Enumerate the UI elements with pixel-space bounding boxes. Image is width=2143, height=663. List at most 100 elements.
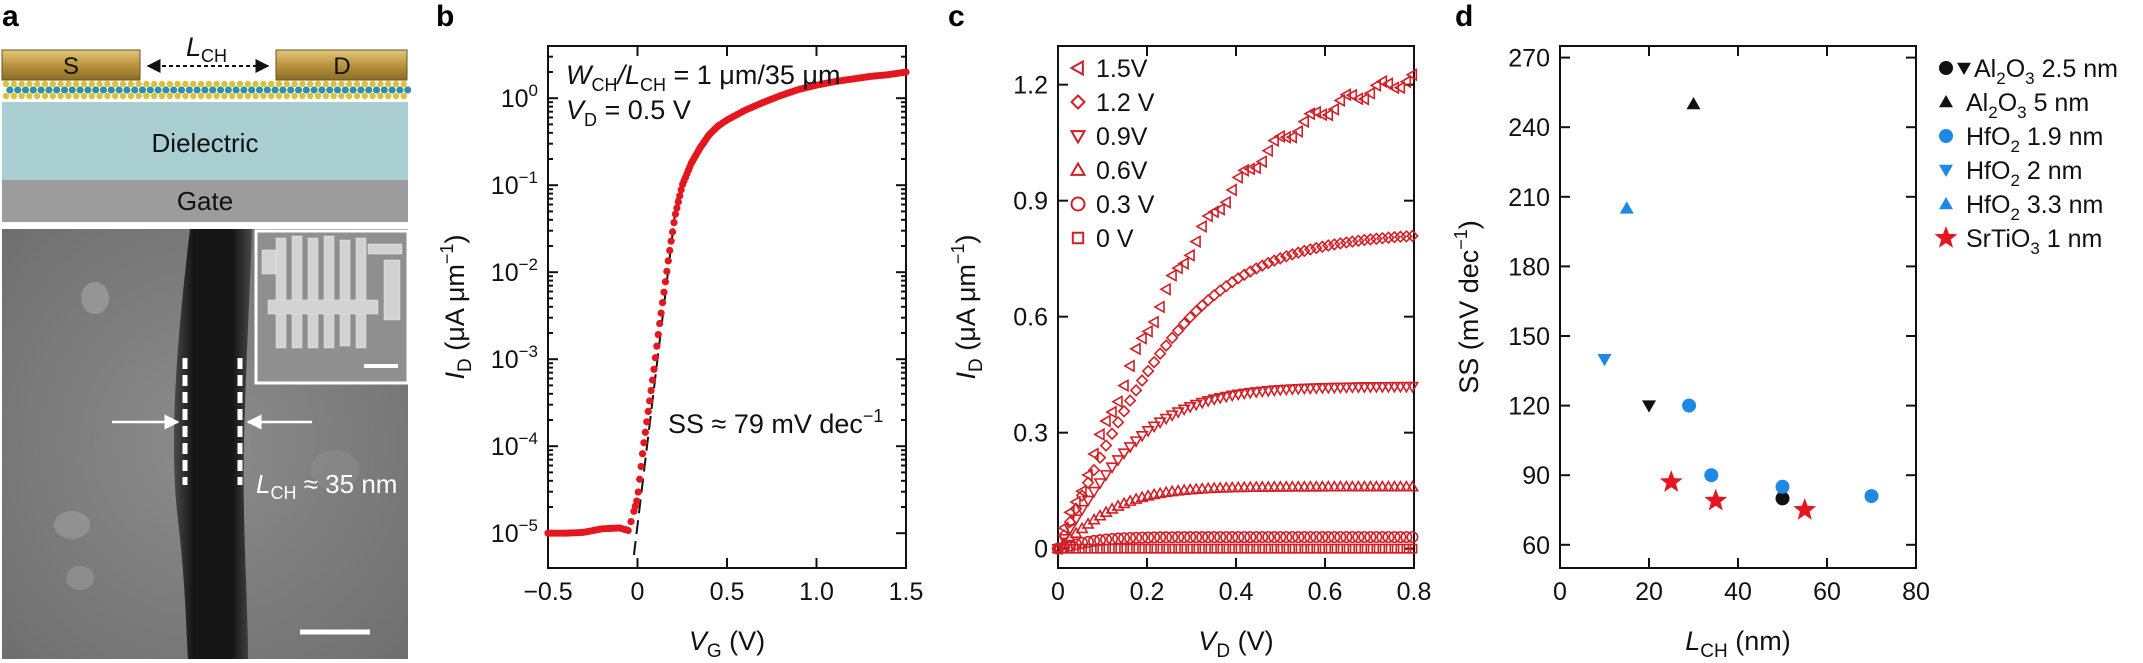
output-data-point [1111,455,1125,467]
output-data-point [1387,81,1400,95]
sulfur-atom [190,80,197,88]
ss-data-point [1642,400,1656,413]
output-data-point [1250,531,1263,544]
output-data-point [1244,531,1257,544]
sulfur-atom [80,92,88,100]
sulfur-atom [244,80,251,88]
y-tick-label: 100 [501,81,538,113]
sulfur-atom [369,80,376,88]
output-data-point [1370,531,1383,544]
output-data-point [1334,237,1347,250]
output-data-point [1273,252,1287,265]
sulfur-atom [322,80,329,88]
x-tick-label: 0 [1051,578,1065,606]
sulfur-atom [221,80,228,88]
sulfur-atom [119,80,127,88]
output-data-point [1125,543,1136,554]
output-data-point [1081,476,1095,490]
output-data-point [1382,231,1395,244]
panel-c-legend: 1.5V 1.2 V 0.9V 0.6V 0.3 V 0 V [1069,55,1155,253]
transfer-data-point [638,450,647,458]
sulfur-atom [283,80,290,88]
output-data-point [1208,531,1221,544]
output-data-point [1263,543,1274,554]
output-data-point [1142,531,1155,544]
output-data-point [1197,543,1208,554]
sulfur-atom [353,80,361,88]
metal-atom [6,86,14,94]
output-data-point [1358,233,1371,247]
metal-atom [162,86,170,94]
metal-atom [84,86,92,94]
panel-b-data-points [544,68,910,537]
output-data-point [1172,531,1185,544]
transfer-data-point [666,246,674,255]
metal-atom [170,86,178,94]
sulfur-atom [322,92,329,100]
legend-marker [1957,62,1971,75]
legend-marker [1939,95,1953,108]
output-data-point [1189,304,1203,318]
output-data-point [1191,543,1202,554]
output-data-point [1399,75,1412,89]
drain-label: D [333,53,350,80]
output-data-point [1233,543,1244,554]
annotation-vd: VD = 0.5 V [566,95,691,130]
metal-atom [68,86,76,94]
output-data-point [1118,532,1131,545]
output-data-point [1281,543,1292,554]
output-data-point [1315,108,1328,122]
ss-data-point [1864,489,1879,504]
output-data-point [1297,115,1310,129]
transfer-data-point [646,397,654,405]
gate-layer [2,180,408,222]
panel-c-output-chart: 0 0.2 0.4 0.6 0.8 0 0.3 0.6 0.9 1.2 1.5V 1.2 V 0.9V… [948,45,1431,662]
metal-atom [287,86,295,94]
panel-a-schematic: S D LCH Dielectric Gate [1,32,412,222]
output-data-point [1243,265,1257,278]
transfer-data-point [676,192,684,200]
sulfur-atom [236,80,244,88]
output-data-point [1285,248,1299,261]
output-data-point [1141,364,1155,378]
x-tick-label: 40 [1724,578,1752,606]
output-data-point [1130,531,1143,544]
output-data-point [1400,531,1413,544]
output-data-point [1219,195,1231,209]
transfer-data-point [648,376,657,384]
output-data-point [1117,404,1131,418]
output-data-point [1209,543,1220,554]
output-data-point [1405,68,1418,82]
y-tick-label: 10−2 [491,255,538,287]
ss-data-point [1682,398,1697,413]
x-tick-label: 1.5 [889,578,924,606]
output-data-point [1393,81,1406,95]
legend-label: 1.2 V [1096,89,1155,117]
y-tick-label: 60 [1522,532,1550,560]
transfer-data-point [674,198,682,206]
output-data-point [1069,514,1083,526]
legend-marker [1939,197,1953,210]
legend-marker [1939,61,1953,75]
output-data-point [1207,288,1221,302]
output-data-point [1153,300,1165,314]
metal-atom [294,86,303,94]
output-data-point [1400,229,1413,243]
output-data-point [1117,448,1131,460]
sulfur-atom [197,80,205,88]
transfer-data-point [644,407,652,415]
output-data-point [1135,430,1149,443]
output-data-point [1111,395,1123,409]
sulfur-atom [283,92,290,100]
transfer-data-point [673,204,681,212]
output-data-point [1346,531,1359,544]
output-data-point [1231,170,1243,184]
output-data-point [1173,543,1184,554]
sulfur-atom [260,92,267,100]
metal-atom [248,86,256,94]
output-data-point [1087,463,1101,477]
sem-particle [311,450,359,490]
sulfur-atom [299,92,306,100]
output-data-point [1352,234,1365,248]
